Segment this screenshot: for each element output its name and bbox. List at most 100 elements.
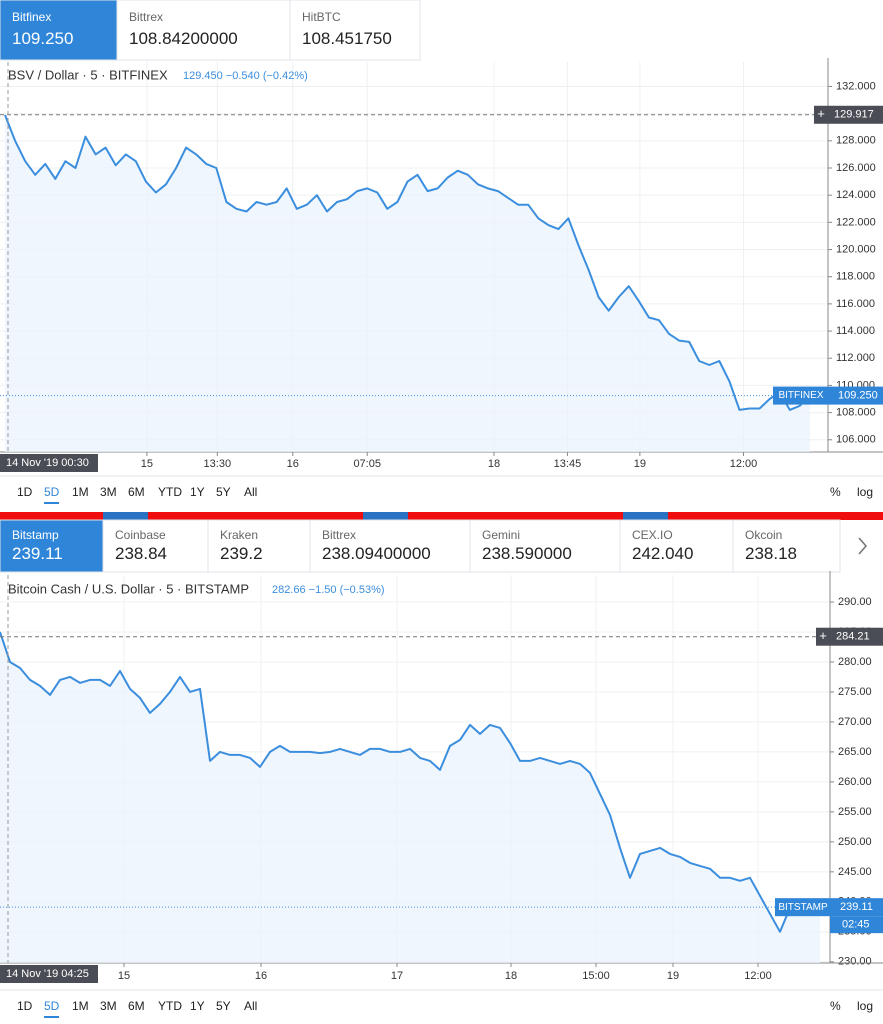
period-button[interactable]: 1D — [17, 485, 33, 499]
exchange-strip — [0, 512, 883, 520]
ticker-tab[interactable] — [289, 0, 421, 61]
ticker-price: 238.18 — [745, 544, 797, 563]
scale-button[interactable]: % — [830, 999, 841, 1013]
y-tick-label: 265.00 — [838, 746, 872, 758]
crosshair-value: 284.21 — [836, 631, 870, 643]
x-tick-label: 15 — [141, 458, 153, 470]
last-price-value: 239.11 — [840, 901, 873, 913]
ticker-name: Bittrex — [322, 528, 356, 542]
last-price-tag — [775, 898, 830, 917]
ticker-tabs: Bitfinex 109.250 Bittrex 108.84200000 HitBTC… — [0, 0, 421, 61]
y-tick-label: 275.00 — [838, 686, 872, 698]
countdown: 02:45 — [842, 919, 870, 931]
ticker-name: Coinbase — [115, 528, 166, 542]
scale-button[interactable]: % — [830, 485, 841, 499]
period-button[interactable]: 5D — [44, 485, 60, 499]
period-button[interactable]: YTD — [158, 485, 182, 499]
chart: 106.000108.000110.000112.000114.000116.0… — [0, 58, 883, 504]
cursor-time: 14 Nov '19 00:30 — [6, 457, 89, 469]
crosshair-box — [816, 627, 883, 646]
ticker-tab[interactable] — [116, 0, 291, 61]
crosshair-value: 129.917 — [834, 109, 874, 121]
ticker-name: CEX.IO — [632, 528, 673, 542]
ticker-price: 238.09400000 — [322, 544, 431, 563]
y-tick-label: 128.000 — [836, 135, 876, 147]
period-button[interactable]: All — [244, 999, 257, 1013]
x-tick-label: 16 — [287, 458, 299, 470]
chart: 230.00235.00240.00245.00250.00255.00260.… — [0, 571, 883, 1018]
crosshair-box — [814, 105, 883, 124]
y-tick-label: 106.000 — [836, 434, 876, 446]
ticker-price: 239.2 — [220, 544, 263, 563]
scale-button[interactable]: log — [857, 485, 873, 499]
period-button[interactable]: 1M — [72, 999, 89, 1013]
area-fill — [5, 115, 810, 452]
ticker-price: 109.250 — [12, 29, 73, 48]
y-tick-label: 114.000 — [836, 325, 875, 337]
scroll-arrow[interactable] — [840, 520, 883, 572]
ticker-name: Bitstamp — [12, 528, 59, 542]
y-tick-label: 132.000 — [836, 80, 876, 92]
y-tick-label: 124.000 — [836, 189, 876, 201]
y-tick-label: 250.00 — [838, 836, 872, 848]
y-tick-label: 122.000 — [836, 216, 876, 228]
period-button[interactable]: 1Y — [190, 485, 205, 499]
y-tick-label: 120.000 — [836, 243, 876, 255]
period-button[interactable]: 5Y — [216, 485, 231, 499]
ticker-price: 238.84 — [115, 544, 167, 563]
period-button[interactable]: 5D — [44, 999, 60, 1013]
ticker-tab[interactable] — [309, 519, 471, 573]
period-button[interactable]: 3M — [100, 999, 117, 1013]
y-tick-label: 290.00 — [838, 596, 872, 608]
period-button[interactable]: 6M — [128, 485, 145, 499]
ticker-tabs: Bitstamp 239.11 Coinbase 238.84 Kraken 239.2 B… — [0, 519, 841, 573]
last-price-source: BITFINEX — [778, 390, 823, 401]
price-line — [4, 114, 811, 411]
area-fill — [0, 632, 820, 963]
cursor-time-box — [0, 454, 98, 472]
period-button[interactable]: 6M — [128, 999, 145, 1013]
ticker-tab[interactable] — [732, 519, 841, 573]
period-button[interactable]: 1D — [17, 999, 33, 1013]
y-tick-label: 255.00 — [838, 806, 872, 818]
ticker-name: Okcoin — [745, 528, 782, 542]
cursor-time-box — [0, 965, 98, 983]
chart-title: Bitcoin Cash / U.S. Dollar · 5 · BITSTAM… — [8, 581, 249, 596]
ticker-name: Bittrex — [129, 10, 163, 24]
y-tick-label: 230.00 — [838, 956, 872, 968]
y-tick-label: 245.00 — [838, 866, 872, 878]
ticker-price: 238.590000 — [482, 544, 572, 563]
last-price-box — [828, 386, 883, 405]
y-tick-label: 260.00 — [838, 776, 872, 788]
period-button[interactable]: All — [244, 485, 257, 499]
last-price-tag — [773, 386, 828, 405]
ticker-name: Kraken — [220, 528, 258, 542]
period-button[interactable]: 5Y — [216, 999, 231, 1013]
ticker-tab[interactable] — [0, 519, 104, 573]
x-tick-label: 19 — [634, 458, 646, 470]
cursor-time: 14 Nov '19 04:25 — [6, 968, 89, 980]
ticker-tab[interactable] — [207, 519, 311, 573]
period-button[interactable]: 1Y — [190, 999, 205, 1013]
last-price-value: 109.250 — [838, 390, 878, 402]
x-tick-label: 07:05 — [353, 458, 381, 470]
period-button[interactable]: 3M — [100, 485, 117, 499]
scale-button[interactable]: log — [857, 999, 873, 1013]
ticker-name: Gemini — [482, 528, 520, 542]
ticker-name: Bitfinex — [12, 10, 51, 24]
x-tick-label: 19 — [667, 970, 679, 982]
period-button[interactable]: YTD — [158, 999, 182, 1013]
ticker-price: 242.040 — [632, 544, 693, 563]
x-tick-label: 13:45 — [554, 458, 582, 470]
period-button[interactable]: 1M — [72, 485, 89, 499]
x-tick-label: 16 — [255, 970, 267, 982]
y-tick-label: 126.000 — [836, 162, 876, 174]
y-tick-label: 270.00 — [838, 716, 872, 728]
x-tick-label: 13:30 — [204, 458, 232, 470]
ticker-tab[interactable] — [102, 519, 209, 573]
x-tick-label: 12:00 — [730, 458, 758, 470]
y-tick-label: 118.000 — [836, 271, 875, 283]
last-price-box — [830, 898, 883, 917]
ticker-tab[interactable] — [469, 519, 621, 573]
